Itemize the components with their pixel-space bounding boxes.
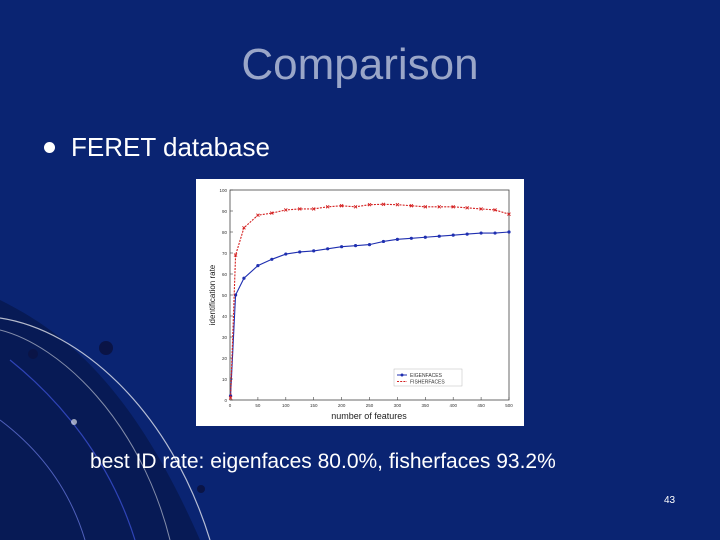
caption-text: best ID rate: eigenfaces 80.0%, fisherfa… <box>90 450 556 473</box>
x-tick-label: 50 <box>255 403 261 408</box>
data-point-eigenfaces <box>409 236 413 240</box>
data-point-eigenfaces <box>312 249 316 253</box>
data-point-eigenfaces <box>353 244 358 248</box>
data-point-fisherfaces <box>507 212 511 216</box>
data-point-fisherfaces <box>395 202 400 207</box>
data-point-eigenfaces <box>395 237 399 241</box>
y-tick-label: 40 <box>222 314 228 319</box>
page-number: 43 <box>664 495 676 506</box>
data-point-eigenfaces <box>367 243 372 247</box>
x-tick-label: 300 <box>394 403 402 408</box>
data-point-fisherfaces <box>311 207 316 211</box>
data-point-eigenfaces <box>381 239 386 244</box>
x-tick-label: 200 <box>338 403 346 408</box>
x-axis-label: number of features <box>331 411 407 421</box>
data-point-fisherfaces <box>233 253 238 257</box>
series-line-fisherfaces <box>230 203 510 398</box>
data-point-fisherfaces <box>493 208 497 212</box>
x-tick-label: 150 <box>310 403 318 408</box>
data-point-fisherfaces <box>228 396 233 400</box>
data-point-fisherfaces <box>451 204 456 209</box>
data-point-fisherfaces <box>479 207 483 211</box>
x-tick-label: 450 <box>477 403 485 408</box>
x-tick-label: 350 <box>422 403 430 408</box>
data-point-eigenfaces <box>298 250 302 254</box>
data-point-fisherfaces <box>437 204 442 209</box>
x-tick-label: 100 <box>282 403 290 408</box>
y-tick-label: 90 <box>222 209 228 214</box>
y-tick-label: 10 <box>222 377 228 382</box>
data-point-fisherfaces <box>270 211 274 215</box>
data-point-fisherfaces <box>381 202 386 207</box>
bullet-text: FERET database <box>71 132 270 162</box>
data-point-eigenfaces <box>493 231 497 235</box>
data-point-eigenfaces <box>326 247 330 251</box>
y-tick-label: 60 <box>222 272 228 277</box>
line-chart: 0 10 20 30 40 50 60 70 80 90 100 0 50 100 150 200 250 30… <box>208 188 513 421</box>
data-point-eigenfaces <box>284 252 288 256</box>
y-tick-label: 100 <box>219 188 227 193</box>
data-point-fisherfaces <box>297 207 302 211</box>
data-point-fisherfaces <box>409 203 414 208</box>
data-point-fisherfaces <box>325 204 330 209</box>
data-point-eigenfaces <box>233 293 238 297</box>
x-tick-label: 400 <box>449 403 457 408</box>
y-tick-label: 0 <box>224 398 227 403</box>
data-point-eigenfaces <box>340 245 344 249</box>
y-tick-label: 70 <box>222 251 228 256</box>
data-point-fisherfaces <box>465 206 469 210</box>
x-tick-label: 250 <box>366 403 374 408</box>
y-tick-label: 30 <box>222 335 228 340</box>
y-tick-label: 80 <box>222 230 228 235</box>
chart-container: 0 10 20 30 40 50 60 70 80 90 100 0 50 100 150 200 250 30… <box>196 179 524 426</box>
plot-frame <box>229 189 510 401</box>
bullet-item: FERET database <box>44 132 270 163</box>
data-point-eigenfaces <box>242 276 246 280</box>
legend-label-eigenfaces: EIGENFACES <box>410 373 443 379</box>
x-tick-label: 0 <box>229 403 232 408</box>
y-tick-label: 20 <box>222 356 228 361</box>
data-point-fisherfaces <box>353 204 358 209</box>
data-point-fisherfaces <box>339 203 344 208</box>
legend-box <box>393 368 463 387</box>
bullet-dot-icon <box>44 142 55 153</box>
data-point-eigenfaces <box>437 234 441 238</box>
data-point-fisherfaces <box>283 208 288 212</box>
x-tick-label: 500 <box>505 403 513 408</box>
data-point-fisherfaces <box>423 204 428 209</box>
data-point-eigenfaces <box>465 232 469 236</box>
data-point-eigenfaces <box>270 257 274 261</box>
y-tick-label: 50 <box>222 293 228 298</box>
data-point-eigenfaces <box>507 230 511 234</box>
slide-title: Comparison <box>241 40 479 89</box>
data-point-eigenfaces <box>423 235 427 239</box>
data-point-fisherfaces <box>256 213 260 218</box>
legend-label-fisherfaces: FISHERFACES <box>410 379 445 385</box>
data-point-fisherfaces <box>242 225 246 230</box>
y-axis-label: identification rate <box>208 264 217 325</box>
data-point-eigenfaces <box>451 233 455 237</box>
data-point-fisherfaces <box>367 202 372 207</box>
data-point-eigenfaces <box>479 231 483 235</box>
data-point-eigenfaces <box>256 264 260 268</box>
series-line-eigenfaces <box>230 231 510 396</box>
legend-marker <box>400 373 404 377</box>
